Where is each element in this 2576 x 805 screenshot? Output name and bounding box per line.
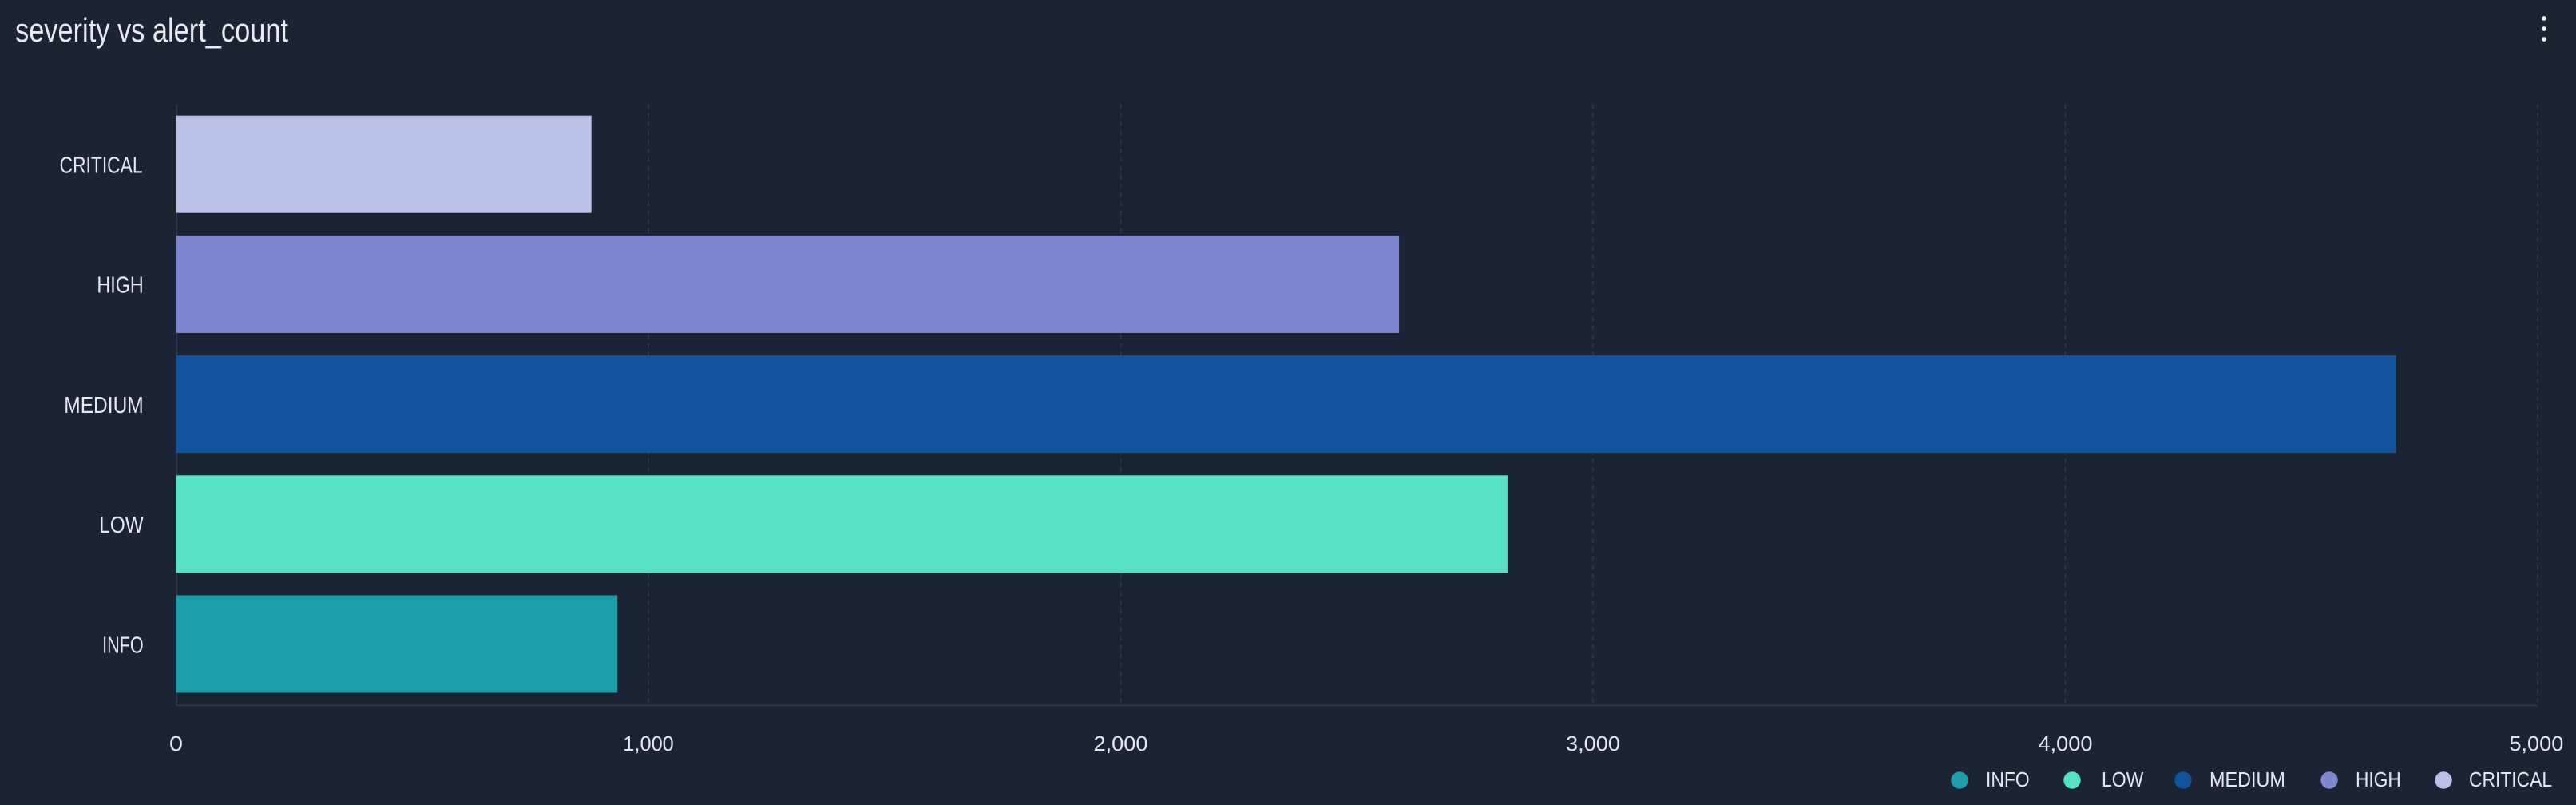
svg-text:HIGH: HIGH bbox=[2356, 767, 2401, 791]
svg-text:CRITICAL: CRITICAL bbox=[2469, 767, 2552, 791]
svg-text:LOW: LOW bbox=[2102, 767, 2144, 791]
svg-text:LOW: LOW bbox=[99, 513, 144, 538]
svg-text:INFO: INFO bbox=[1986, 767, 2030, 791]
svg-text:2,000: 2,000 bbox=[1094, 732, 1148, 755]
svg-text:INFO: INFO bbox=[102, 632, 144, 658]
svg-text:0: 0 bbox=[169, 732, 183, 755]
svg-text:HIGH: HIGH bbox=[97, 273, 143, 299]
svg-text:3,000: 3,000 bbox=[1566, 732, 1620, 755]
svg-text:1,000: 1,000 bbox=[623, 732, 674, 755]
svg-text:severity vs alert_count: severity vs alert_count bbox=[15, 11, 288, 49]
svg-text:4,000: 4,000 bbox=[2039, 732, 2093, 755]
svg-text:CRITICAL: CRITICAL bbox=[60, 153, 143, 179]
svg-text:MEDIUM: MEDIUM bbox=[2209, 767, 2285, 791]
svg-text:MEDIUM: MEDIUM bbox=[64, 393, 143, 418]
svg-text:5,000: 5,000 bbox=[2509, 732, 2563, 755]
